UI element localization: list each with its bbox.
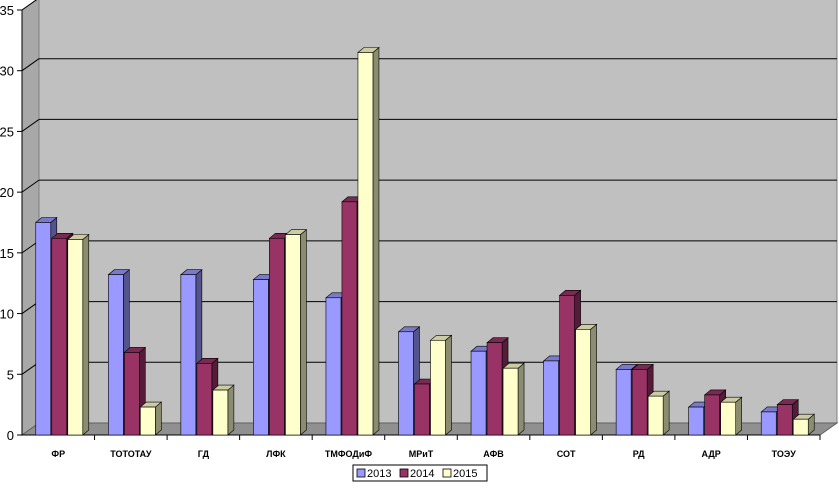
bar-front [212, 389, 229, 436]
bar-side [735, 396, 742, 436]
bars [34, 46, 816, 436]
legend: 2013 2014 2015 [352, 464, 488, 482]
bar-side [155, 401, 162, 436]
bar-front [357, 52, 374, 436]
bar-front [559, 295, 575, 436]
bar-front [196, 363, 213, 436]
x-tick-label: ТОЭУ [772, 449, 797, 459]
bar-front [543, 360, 559, 436]
bar [212, 384, 235, 436]
legend-label: 2015 [453, 468, 477, 480]
bar-front [615, 369, 632, 436]
bar [792, 413, 816, 436]
bar [719, 396, 743, 436]
bar-front [51, 237, 68, 436]
bar-front [502, 367, 519, 436]
y-tick-label: 10 [0, 307, 14, 322]
bar [284, 229, 308, 436]
y-tick-label: 25 [0, 124, 14, 139]
x-tick-label: ЛФК [266, 449, 286, 459]
x-tick-label: МРиТ [409, 449, 434, 459]
bar-front [486, 342, 503, 436]
legend-label: 2014 [410, 468, 434, 480]
bar-front [470, 350, 487, 436]
bar-front [341, 201, 358, 436]
gridline-side [21, 58, 40, 72]
x-tick-label: АФВ [483, 449, 504, 459]
legend-box [352, 464, 488, 482]
bar [139, 401, 163, 436]
bar-side [445, 334, 452, 436]
gridline-side [21, 119, 40, 132]
x-tick-label: ФР [51, 449, 65, 459]
y-tick-label: 0 [7, 428, 14, 443]
bar-front [704, 394, 720, 436]
bar-front [414, 383, 430, 436]
x-tick-label: ГД [198, 449, 210, 459]
bar-front [325, 297, 342, 436]
bar [574, 323, 598, 436]
y-tick-label: 15 [0, 246, 14, 261]
bar-front [430, 339, 446, 436]
x-tick-label: ТМФОДиФ [325, 449, 373, 459]
bar-front [575, 329, 591, 436]
legend-swatch [356, 468, 366, 478]
y-tick-label: 30 [0, 64, 14, 79]
bar-front [631, 369, 648, 436]
bar-front [792, 418, 809, 436]
bar-front [647, 395, 664, 436]
legend-swatch [442, 468, 452, 478]
bar [647, 390, 670, 436]
bar-side [227, 384, 235, 436]
x-tick-label: ТОТОТАУ [110, 449, 152, 459]
bar [502, 362, 525, 436]
x-tick-label: РД [633, 449, 645, 459]
bar-side [590, 323, 597, 436]
bar-side [372, 46, 380, 436]
bar-front [776, 404, 793, 436]
y-tick-label: 35 [0, 3, 14, 18]
tick-labels: 0 5 10 15 20 25 30 35 ФР ТОТОТАУ ГД ЛФК ТМФОДиФ МРиТ А… [0, 3, 796, 459]
legend-swatch [399, 468, 409, 478]
bar-front [124, 352, 140, 436]
bar-front [269, 237, 285, 436]
bar-side [662, 390, 670, 436]
bar-front [285, 234, 301, 436]
bar-side [300, 229, 307, 436]
gridline-side [21, 179, 40, 193]
bar [66, 233, 90, 436]
bar-front [688, 406, 704, 436]
bar-side [82, 233, 90, 436]
bar-side [517, 362, 525, 436]
bar-front [720, 401, 736, 436]
bar-front [180, 274, 197, 436]
bar-front [35, 222, 52, 436]
bar [429, 334, 453, 436]
gridline-side [21, 0, 38, 11]
bar-front [398, 331, 414, 436]
bar-front [760, 411, 777, 436]
bar-front [108, 274, 124, 436]
bar [357, 46, 380, 436]
x-tick-label: СОТ [557, 449, 576, 459]
bar-front [253, 279, 269, 436]
y-tick-label: 20 [0, 185, 14, 200]
y-tick-label: 5 [7, 367, 14, 382]
bar-front [140, 406, 156, 436]
bar-front [67, 239, 84, 436]
bar [123, 346, 147, 436]
legend-label: 2013 [367, 468, 391, 480]
x-tick-label: АДР [702, 449, 721, 459]
